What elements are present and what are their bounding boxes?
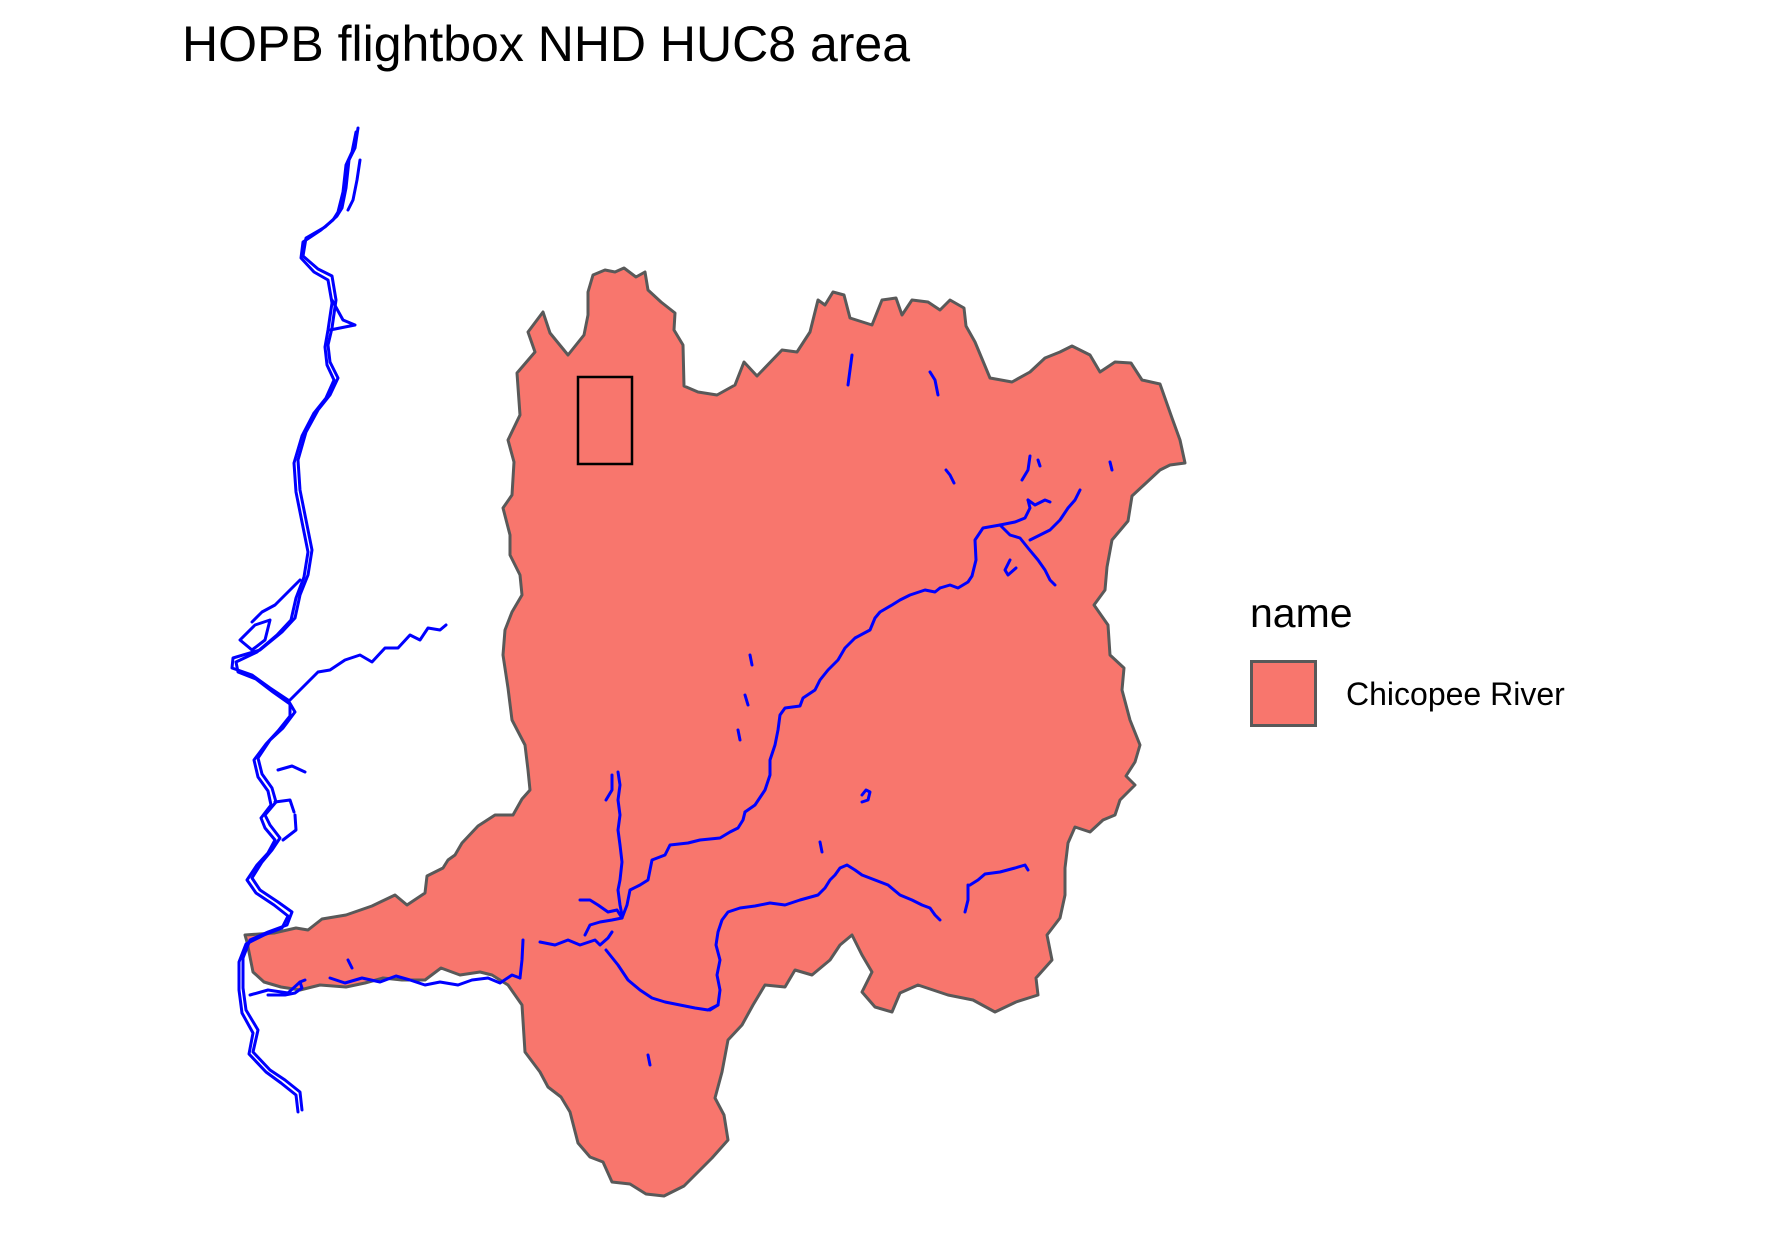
legend-title: name bbox=[1250, 590, 1353, 636]
map-title: HOPB flightbox NHD HUC8 area bbox=[182, 16, 911, 72]
legend: name Chicopee River bbox=[1250, 590, 1670, 740]
legend-key-chicopee-river bbox=[1250, 660, 1317, 727]
chicopee-river-flowlines bbox=[266, 353, 1114, 1067]
legend-label-chicopee-river: Chicopee River bbox=[1346, 676, 1565, 712]
hopb-flightbox[interactable] bbox=[576, 375, 634, 466]
connecticut-river-flowlines bbox=[230, 126, 448, 1114]
chicopee-river-watershed[interactable] bbox=[243, 266, 1187, 1198]
